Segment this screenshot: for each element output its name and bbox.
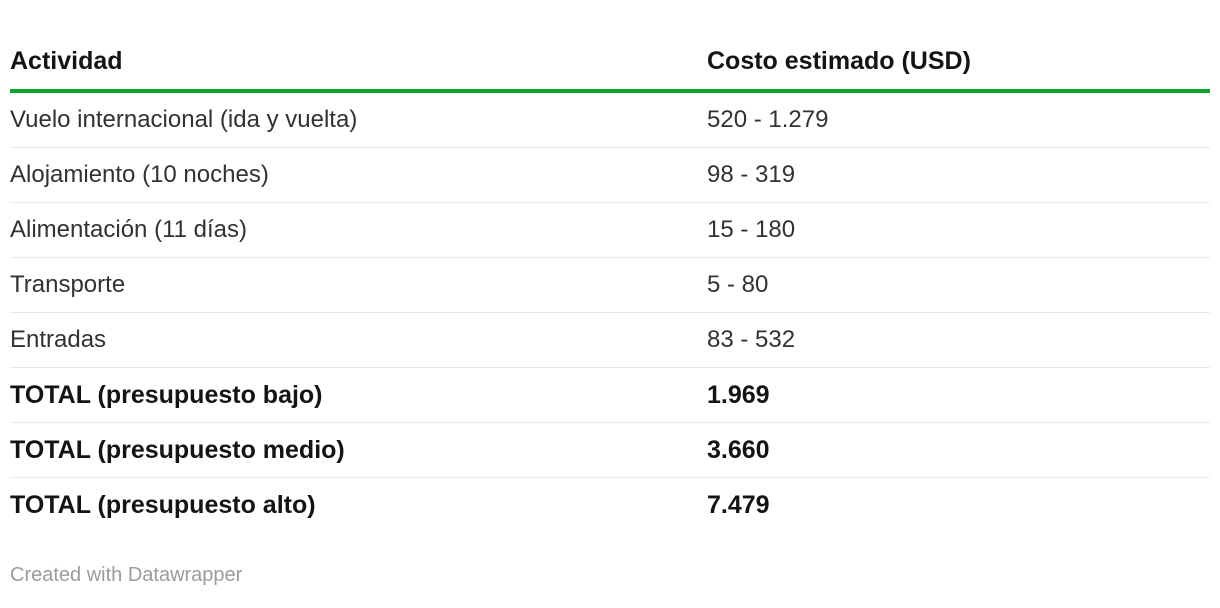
table-row: Vuelo internacional (ida y vuelta) 520 -… <box>10 93 1210 148</box>
cell-costo: 98 - 319 <box>707 161 796 188</box>
cell-actividad: Alimentación (11 días) <box>10 216 247 243</box>
table-row: Transporte 5 - 80 <box>10 258 1210 313</box>
datawrapper-table: Actividad Costo estimado (USD) Vuelo int… <box>10 0 1210 532</box>
cell-actividad: Alojamiento (10 noches) <box>10 161 269 188</box>
cell-costo: 520 - 1.279 <box>707 106 829 133</box>
cell-costo: 15 - 180 <box>707 216 796 243</box>
cell-costo: 3.660 <box>707 435 770 464</box>
cell-actividad: Entradas <box>10 326 107 353</box>
cell-costo: 5 - 80 <box>707 271 769 298</box>
cell-actividad: TOTAL (presupuesto bajo) <box>10 380 323 409</box>
table-row-total-alto: TOTAL (presupuesto alto) 7.479 <box>10 478 1210 532</box>
cell-actividad: Transporte <box>10 271 126 298</box>
table-row: Alimentación (11 días) 15 - 180 <box>10 203 1210 258</box>
table-row-total-medio: TOTAL (presupuesto medio) 3.660 <box>10 423 1210 478</box>
cell-actividad: Vuelo internacional (ida y vuelta) <box>10 106 358 133</box>
column-header-costo-estimado: Costo estimado (USD) <box>707 46 971 75</box>
datawrapper-attribution-link[interactable]: Created with Datawrapper <box>10 564 243 586</box>
table-header-row: Actividad Costo estimado (USD) <box>10 0 1210 93</box>
cell-costo: 83 - 532 <box>707 326 796 353</box>
chart-footer: Created with Datawrapper <box>0 564 1220 587</box>
cell-costo: 7.479 <box>707 490 770 519</box>
cell-costo: 1.969 <box>707 380 770 409</box>
cell-actividad: TOTAL (presupuesto alto) <box>10 490 316 519</box>
table-row: Entradas 83 - 532 <box>10 313 1210 368</box>
cell-actividad: TOTAL (presupuesto medio) <box>10 435 345 464</box>
column-header-actividad: Actividad <box>10 46 123 75</box>
table-row: Alojamiento (10 noches) 98 - 319 <box>10 148 1210 203</box>
table-row-total-bajo: TOTAL (presupuesto bajo) 1.969 <box>10 368 1210 423</box>
